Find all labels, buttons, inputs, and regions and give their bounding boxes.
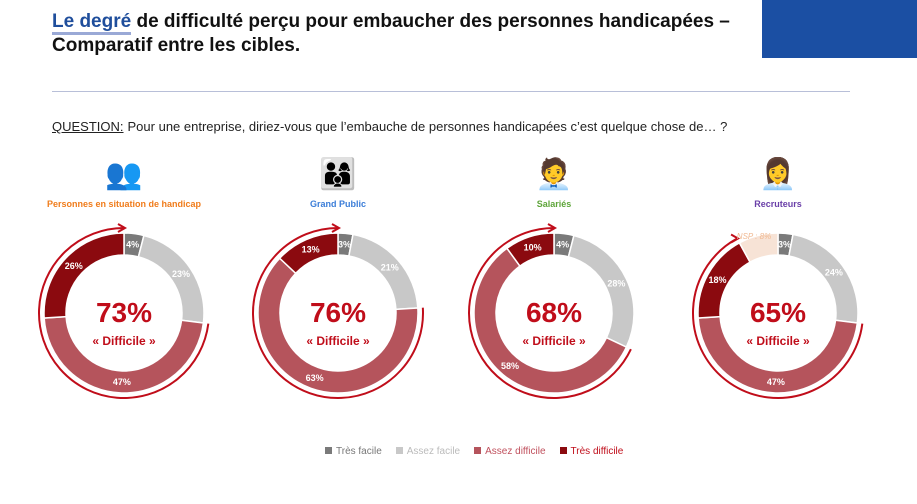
segment-label: 18% xyxy=(709,275,727,285)
donut-segment xyxy=(473,247,628,394)
legend-label: Assez facile xyxy=(406,446,461,457)
employees-icon: 🧑‍💼 xyxy=(535,158,573,191)
legend-swatch xyxy=(474,447,482,454)
segment-label: 4% xyxy=(556,240,569,250)
segment-label: 47% xyxy=(113,377,131,387)
segment-label: 4% xyxy=(126,240,139,250)
recruiter-icon: 👩‍💼 xyxy=(759,158,797,191)
segment-label: 47% xyxy=(767,377,785,387)
segment-label: 13% xyxy=(302,245,320,255)
segment-label: 21% xyxy=(381,262,399,272)
group-header: 👩‍💼 Recruteurs xyxy=(678,155,878,210)
segment-label: 23% xyxy=(172,269,190,279)
difficile-arc xyxy=(38,227,210,399)
legend-label: Assez difficile xyxy=(485,446,546,457)
arrow-icon xyxy=(547,223,558,233)
segment-label: 3% xyxy=(338,239,351,249)
difficile-arc xyxy=(468,227,632,399)
page-title: Le degré de difficulté perçu pour embauc… xyxy=(52,10,730,58)
legend-item: Assez facile xyxy=(395,446,461,457)
total-label: « Difficile » xyxy=(92,334,156,348)
legend-item: Très difficile xyxy=(559,446,624,457)
segment-label: 26% xyxy=(65,261,83,271)
legend-swatch xyxy=(559,447,567,454)
group-header: 👨‍👩‍👦 Grand Public xyxy=(238,155,438,210)
group-label: Grand Public xyxy=(309,199,366,209)
segment-label: 10% xyxy=(524,242,542,252)
group-label: Recruteurs xyxy=(754,199,802,209)
arrow-icon xyxy=(117,223,128,233)
difficile-arc xyxy=(692,237,864,399)
title-line2: Comparatif entre les cibles. xyxy=(52,35,301,56)
total-value: 76% xyxy=(310,297,366,328)
arrow-icon xyxy=(730,233,741,244)
segment-label: 28% xyxy=(607,279,625,289)
brand-banner xyxy=(762,0,917,58)
total-value: 68% xyxy=(526,297,582,328)
difficile-arc xyxy=(252,227,424,399)
donut-segment xyxy=(567,234,635,349)
question: QUESTION: Pour une entreprise, diriez-vou… xyxy=(52,119,727,134)
legend-label: Très difficile xyxy=(570,446,624,457)
segment-label: 63% xyxy=(306,373,324,383)
donut-segment xyxy=(257,257,419,394)
legend-item: Très facile xyxy=(325,446,382,457)
group-header: 👥 Personnes en situation de handicap xyxy=(24,155,224,210)
donut-segment xyxy=(43,315,205,394)
divider xyxy=(52,91,850,92)
total-label: « Difficile » xyxy=(746,334,810,348)
total-label: « Difficile » xyxy=(522,334,586,348)
segment-label: 24% xyxy=(825,267,843,277)
group-icon: 👨‍👩‍👦 xyxy=(319,158,357,191)
donut-segment xyxy=(278,232,339,275)
group-header: 🧑‍💼 Salariés xyxy=(454,155,654,210)
donut-segment xyxy=(697,315,859,394)
legend: Très facile Assez facile Assez difficile Tr… xyxy=(325,446,623,457)
question-label: QUESTION: xyxy=(52,119,124,134)
total-value: 65% xyxy=(750,297,806,328)
total-value: 73% xyxy=(96,297,152,328)
legend-swatch xyxy=(325,447,332,454)
title-highlight: Le degré xyxy=(52,11,132,35)
legend-label: Très facile xyxy=(336,446,382,457)
group-label: Personnes en situation de handicap xyxy=(46,199,202,209)
title-text: de difficulté perçu pour embaucher des p… xyxy=(131,11,730,32)
total-label: « Difficile » xyxy=(306,334,370,348)
segment-label: 3% xyxy=(778,239,791,249)
group-label: Salariés xyxy=(536,199,572,209)
nsp-label: NSP : 8% xyxy=(737,232,771,241)
arrow-icon xyxy=(331,223,342,233)
legend-item: Assez difficile xyxy=(474,446,546,457)
diverse-people-icon: 👥 xyxy=(105,158,143,191)
nsp-segment xyxy=(738,232,779,264)
segment-label: 58% xyxy=(501,361,519,371)
donut-segment xyxy=(505,232,555,268)
question-text: Pour une entreprise, diriez-vous que l’e… xyxy=(127,119,728,134)
legend-swatch xyxy=(395,447,403,454)
donut-segment xyxy=(43,232,125,319)
